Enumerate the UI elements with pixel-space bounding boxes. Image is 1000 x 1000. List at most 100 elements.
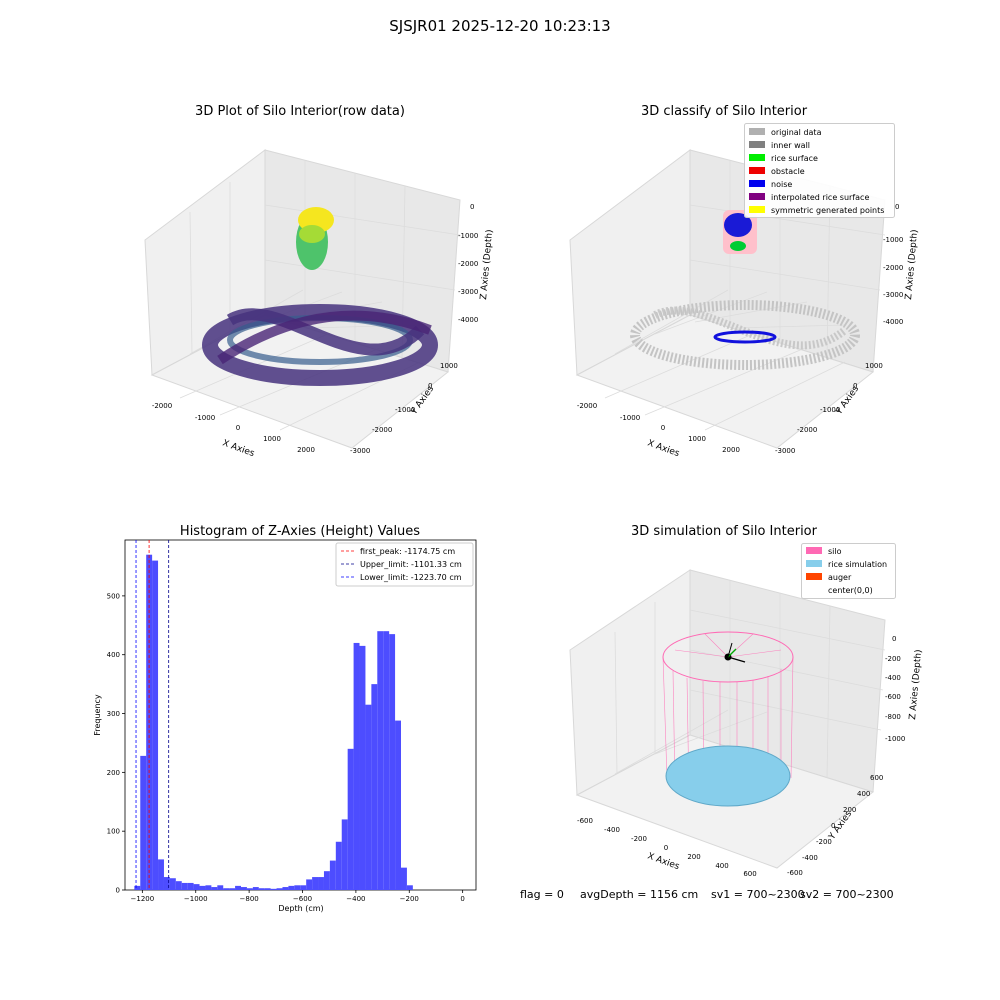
legend-label: Lower_limit: -1223.70 cm xyxy=(360,573,462,582)
classify-z-axis-label: Z Axies (Depth) xyxy=(904,229,920,300)
sim-x-axis-label: X Axies xyxy=(646,851,681,872)
histogram-bar xyxy=(270,888,277,890)
raw-xtick: 2000 xyxy=(297,446,315,454)
classify-xtick: -2000 xyxy=(577,402,597,410)
histogram-bar xyxy=(335,841,342,890)
legend-swatch xyxy=(749,128,765,135)
histogram-bar xyxy=(258,888,265,890)
raw-ytick: 1000 xyxy=(440,362,458,370)
histogram-bar xyxy=(217,885,224,890)
raw-ztick: -3000 xyxy=(458,288,478,296)
legend-label: rice surface xyxy=(771,154,818,163)
raw-xtick: 1000 xyxy=(263,435,281,443)
sim-xtick: 400 xyxy=(715,862,728,870)
sim-ytick: 600 xyxy=(870,774,883,782)
legend-label: silo xyxy=(828,547,842,556)
legend-label: obstacle xyxy=(771,167,805,176)
sim-ytick: 0 xyxy=(831,822,835,830)
histogram-bar xyxy=(152,560,159,890)
classify-ytick: -1000 xyxy=(820,406,840,414)
raw-ytick: 0 xyxy=(428,382,432,390)
legend-swatch xyxy=(806,573,822,580)
simulation-legend: silo rice simulation auger center(0,0) xyxy=(801,543,896,599)
classify-point-cloud xyxy=(630,210,860,370)
x-tick-label: −1000 xyxy=(184,895,208,903)
x-ticks: −1200 −1000 −800 −600 −400 −200 0 xyxy=(131,890,465,903)
legend-label: first_peak: -1174.75 cm xyxy=(360,547,455,556)
x-tick-label: −400 xyxy=(346,895,365,903)
histogram-chart: −1200 −1000 −800 −600 −400 −200 0 0 100 200 300 40… xyxy=(93,539,477,913)
histogram-bar xyxy=(406,885,413,890)
sv1-text: sv1 = 700~2300 xyxy=(711,888,805,901)
y-tick-label: 500 xyxy=(107,592,120,600)
histogram-bar xyxy=(158,859,164,890)
y-tick-label: 400 xyxy=(107,651,120,659)
figure-title: SJSJR01 2025-12-20 10:23:13 xyxy=(389,17,611,35)
sim-xtick: 200 xyxy=(687,853,700,861)
y-ticks: 0 100 200 300 400 500 xyxy=(107,592,125,895)
classify-x-axis-label: X Axies xyxy=(646,438,681,459)
histogram-bar xyxy=(169,878,176,890)
legend-swatch xyxy=(749,167,765,174)
raw-ytick: -2000 xyxy=(372,426,392,434)
raw-x-axis-label: X Axies xyxy=(221,438,256,459)
histogram-bar xyxy=(264,888,271,890)
sv2-text: sv2 = 700~2300 xyxy=(800,888,894,901)
legend-swatch xyxy=(749,141,765,148)
classify-ytick: -3000 xyxy=(775,447,795,455)
classify-ytick: 1000 xyxy=(865,362,883,370)
sim-ztick: 0 xyxy=(892,635,896,643)
histogram-bar xyxy=(276,888,283,890)
histogram-bar xyxy=(252,887,259,890)
y-tick-label: 200 xyxy=(107,769,120,777)
histogram-bar xyxy=(329,860,336,890)
legend-label: rice simulation xyxy=(828,560,887,569)
histogram-bar xyxy=(371,684,378,890)
simulation-plot-title: 3D simulation of Silo Interior xyxy=(631,524,817,539)
classify-ztick: -4000 xyxy=(883,318,903,326)
histogram-bar xyxy=(241,887,247,890)
legend-label: original data xyxy=(771,128,822,137)
histogram-bar xyxy=(318,877,324,890)
histogram-bar xyxy=(223,888,230,890)
histogram-bar xyxy=(389,634,396,890)
y-tick-label: 300 xyxy=(107,710,120,718)
histogram-bar xyxy=(400,867,407,890)
sim-xtick: -200 xyxy=(631,835,647,843)
histogram-legend: first_peak: -1174.75 cm Upper_limit: -110… xyxy=(335,542,474,587)
histogram-bar xyxy=(288,885,295,890)
x-tick-label: 0 xyxy=(460,895,464,903)
classify-xtick: 0 xyxy=(661,424,665,432)
legend-label: symmetric generated points xyxy=(771,206,884,215)
histogram-bar xyxy=(312,877,319,890)
legend-label: inner wall xyxy=(771,141,810,150)
vlines-group xyxy=(135,540,170,890)
histogram-bar xyxy=(140,755,147,890)
histogram-bar xyxy=(347,748,354,890)
raw-point-cloud xyxy=(202,207,438,386)
histogram-bar xyxy=(235,885,242,890)
sim-ytick: 200 xyxy=(843,806,856,814)
histogram-bar xyxy=(341,819,348,890)
histogram-bar xyxy=(246,888,253,890)
legend-label: auger xyxy=(828,573,852,582)
simulation-axes-panes xyxy=(569,569,886,869)
histogram-bar xyxy=(163,877,170,890)
classify-legend: original data inner wall rice surface obsta… xyxy=(744,123,895,218)
classify-ytick: -2000 xyxy=(797,426,817,434)
histogram-bar xyxy=(181,882,188,890)
y-tick-label: 0 xyxy=(116,887,120,895)
sim-xtick: 600 xyxy=(743,870,756,878)
histogram-bar xyxy=(187,882,194,890)
histogram-bar xyxy=(294,885,301,890)
y-tick-label: 100 xyxy=(107,828,120,836)
y-axis-label: Frequency xyxy=(93,694,102,736)
sim-ztick: -600 xyxy=(885,693,901,701)
x-tick-label: −600 xyxy=(293,895,312,903)
x-tick-label: −1200 xyxy=(131,895,155,903)
sim-ztick: -800 xyxy=(885,713,901,721)
legend-label: Upper_limit: -1101.33 cm xyxy=(360,560,462,569)
histogram-bar xyxy=(353,642,360,890)
raw-plot-title: 3D Plot of Silo Interior(row data) xyxy=(195,104,405,119)
histogram-bar xyxy=(323,871,330,890)
